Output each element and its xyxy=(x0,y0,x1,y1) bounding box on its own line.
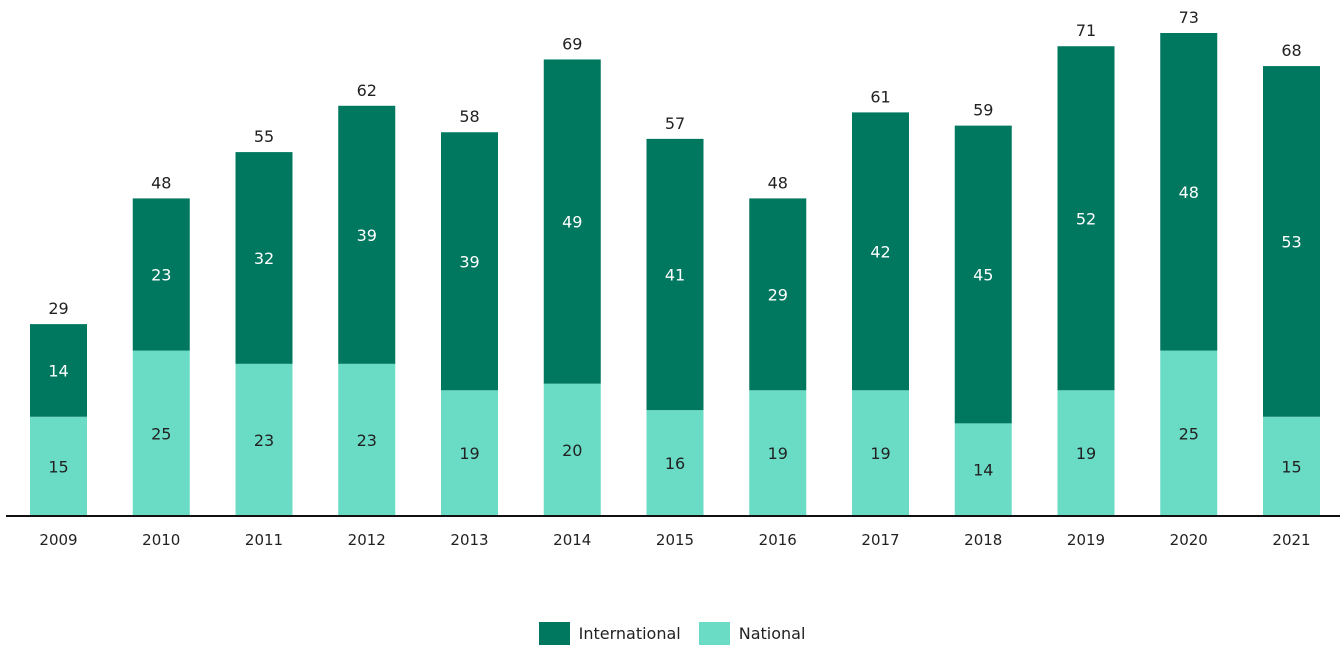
total-label-2012: 62 xyxy=(357,81,377,100)
legend: International National xyxy=(0,622,1344,645)
data-label-national-2017: 19 xyxy=(870,444,890,463)
data-label-national-2012: 23 xyxy=(357,431,377,450)
bar-international-2010 xyxy=(132,198,190,351)
total-label-2013: 58 xyxy=(459,107,479,126)
legend-swatch-international xyxy=(538,622,570,645)
x-tick-label-2013: 2013 xyxy=(450,531,488,549)
x-tick-label-2017: 2017 xyxy=(861,531,899,549)
x-tick-label-2020: 2020 xyxy=(1170,531,1208,549)
x-tick-label-2015: 2015 xyxy=(656,531,694,549)
bar-national-2021 xyxy=(1263,416,1320,516)
data-label-international-2019: 52 xyxy=(1076,209,1096,228)
bar-national-2020 xyxy=(1160,350,1218,516)
data-label-international-2013: 39 xyxy=(459,252,479,271)
bar-national-2010 xyxy=(132,350,190,516)
data-label-international-2020: 48 xyxy=(1179,183,1199,202)
bar-international-2017 xyxy=(852,112,909,391)
total-label-2011: 55 xyxy=(254,127,274,146)
data-label-national-2015: 16 xyxy=(665,454,685,473)
data-label-international-2018: 45 xyxy=(973,266,993,285)
total-label-2010: 48 xyxy=(151,173,171,192)
legend-label-international: International xyxy=(578,624,681,643)
x-tick-label-2011: 2011 xyxy=(245,531,283,549)
total-label-2020: 73 xyxy=(1179,8,1199,27)
data-label-international-2009: 14 xyxy=(48,361,68,380)
x-tick-label-2016: 2016 xyxy=(759,531,797,549)
data-label-national-2011: 23 xyxy=(254,431,274,450)
legend-item-international: International xyxy=(538,622,681,645)
data-label-national-2009: 15 xyxy=(48,457,68,476)
data-label-international-2014: 49 xyxy=(562,213,582,232)
x-tick-label-2012: 2012 xyxy=(348,531,386,549)
x-tick-label-2019: 2019 xyxy=(1067,531,1105,549)
x-tick-label-2010: 2010 xyxy=(142,531,180,549)
bar-national-2009 xyxy=(30,416,87,516)
bar-international-2019 xyxy=(1057,46,1115,391)
data-label-international-2015: 41 xyxy=(665,266,685,285)
bar-international-2020 xyxy=(1160,33,1218,351)
data-label-international-2010: 23 xyxy=(151,266,171,285)
total-label-2017: 61 xyxy=(870,87,890,106)
data-label-international-2011: 32 xyxy=(254,249,274,268)
data-label-international-2016: 29 xyxy=(768,285,788,304)
bar-international-2009 xyxy=(30,324,87,417)
data-label-national-2019: 19 xyxy=(1076,444,1096,463)
legend-label-national: National xyxy=(738,624,806,643)
bar-national-2012 xyxy=(338,363,396,516)
total-label-2021: 68 xyxy=(1281,41,1301,60)
x-tick-label-2021: 2021 xyxy=(1272,531,1310,549)
bar-international-2011 xyxy=(235,152,293,364)
x-tick-label-2009: 2009 xyxy=(39,531,77,549)
bar-international-2015 xyxy=(646,138,704,411)
bar-national-2019 xyxy=(1057,390,1115,516)
legend-swatch-national xyxy=(698,622,730,645)
bar-international-2018 xyxy=(954,125,1012,424)
total-label-2019: 71 xyxy=(1076,21,1096,40)
total-label-2009: 29 xyxy=(48,299,68,318)
legend-item-national: National xyxy=(698,622,806,645)
bar-national-2015 xyxy=(646,410,704,516)
data-label-national-2020: 25 xyxy=(1179,424,1199,443)
bar-national-2013 xyxy=(441,390,498,516)
bar-international-2014 xyxy=(543,59,601,384)
bar-international-2021 xyxy=(1263,66,1320,417)
x-tick-label-2018: 2018 xyxy=(964,531,1002,549)
data-label-international-2012: 39 xyxy=(357,226,377,245)
data-label-national-2018: 14 xyxy=(973,461,993,480)
bar-national-2017 xyxy=(852,390,909,516)
bar-international-2013 xyxy=(441,132,498,391)
data-label-national-2013: 19 xyxy=(459,444,479,463)
data-label-national-2016: 19 xyxy=(768,444,788,463)
total-label-2018: 59 xyxy=(973,101,993,120)
bar-national-2011 xyxy=(235,363,293,516)
bar-national-2018 xyxy=(954,423,1012,516)
total-label-2015: 57 xyxy=(665,114,685,133)
bar-international-2012 xyxy=(338,105,396,364)
total-label-2014: 69 xyxy=(562,34,582,53)
data-label-national-2014: 20 xyxy=(562,441,582,460)
total-label-2016: 48 xyxy=(768,173,788,192)
data-label-national-2010: 25 xyxy=(151,424,171,443)
bar-national-2014 xyxy=(543,383,601,516)
data-label-international-2017: 42 xyxy=(870,242,890,261)
bar-international-2016 xyxy=(749,198,807,391)
data-label-national-2021: 15 xyxy=(1281,457,1301,476)
data-label-international-2021: 53 xyxy=(1281,232,1301,251)
x-tick-label-2014: 2014 xyxy=(553,531,591,549)
bar-national-2016 xyxy=(749,390,807,516)
